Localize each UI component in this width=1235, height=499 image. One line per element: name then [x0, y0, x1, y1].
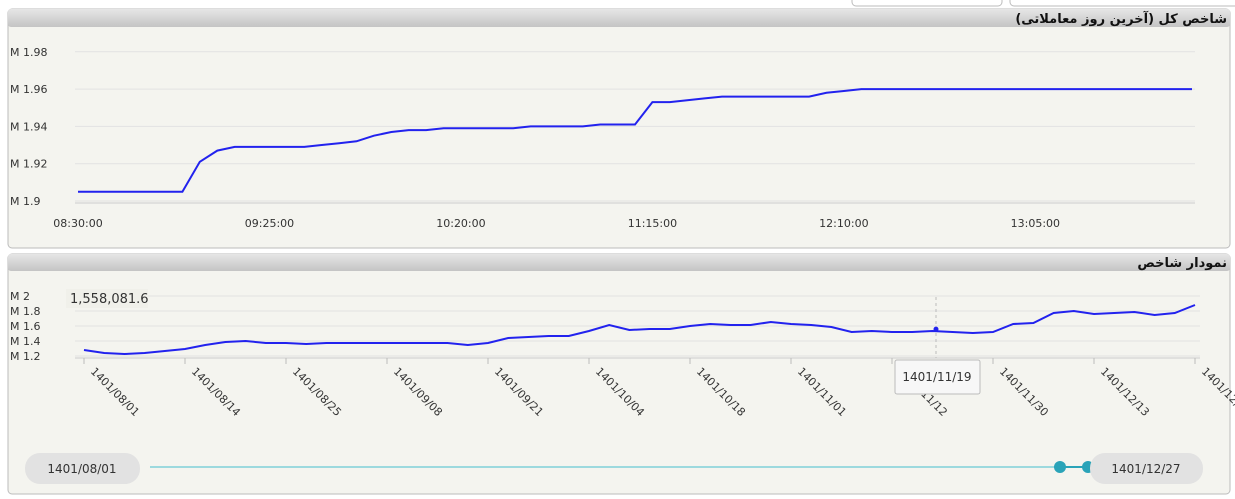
x-tick-label: 11:15:00	[628, 217, 677, 230]
x-tick-label: 10:20:00	[436, 217, 485, 230]
y-tick-label: M 1.2	[10, 350, 40, 363]
range-start: 1401/08/01	[47, 462, 116, 476]
chart-title: نمودار شاخص	[1137, 256, 1227, 271]
top-button[interactable]	[851, 0, 1003, 7]
x-tick-label: 08:30:00	[53, 217, 102, 230]
range-end: 1401/12/27	[1111, 462, 1180, 476]
y-tick-label: M 1.96	[10, 83, 47, 96]
line-series	[78, 88, 1192, 193]
y-tick-label: M 1.6	[10, 320, 40, 333]
y-tick-label: M 1.4	[10, 335, 40, 348]
line-series	[83, 304, 1196, 356]
x-tick-label: 09:25:00	[245, 217, 294, 230]
y-tick-label: M 1.92	[10, 158, 47, 171]
y-tick-label: M 1.9	[10, 195, 40, 208]
panel	[7, 8, 1231, 249]
hover-value-box	[66, 289, 148, 308]
y-tick-label: M 1.8	[10, 305, 40, 318]
hover-value: 1,558,081.6	[70, 292, 149, 307]
y-tick-label: M 1.94	[10, 120, 47, 133]
range-start-pill	[25, 453, 140, 484]
panel-header	[8, 9, 1230, 27]
y-tick-label: M 1.98	[10, 46, 47, 59]
tooltip	[894, 359, 981, 395]
tooltip-text: 1401/11/19	[902, 370, 971, 384]
top-button[interactable]	[1009, 0, 1235, 7]
range-end-pill	[1090, 453, 1203, 484]
slider-handle[interactable]	[1054, 461, 1066, 473]
y-tick-label: M 2	[10, 290, 30, 303]
x-tick-label: 12:10:00	[819, 217, 868, 230]
hover-point	[933, 326, 939, 332]
panel-header	[8, 254, 1230, 271]
chart-title: شاخص کل (آخرین روز معاملاتی)	[1015, 10, 1227, 27]
x-tick-label: 13:05:00	[1011, 217, 1060, 230]
